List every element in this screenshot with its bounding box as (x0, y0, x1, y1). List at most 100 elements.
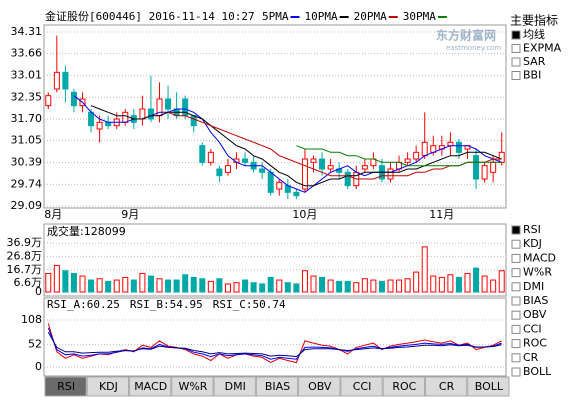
tab-label[interactable]: OBV (308, 380, 332, 393)
indicator-option[interactable]: RSI (523, 223, 541, 236)
rsi-panel (43, 297, 507, 377)
indicator-checkbox[interactable] (511, 239, 521, 249)
y-tick-label: 26.8万 (7, 249, 43, 262)
volume-bar (490, 279, 497, 293)
indicator-option[interactable]: ROC (523, 337, 547, 350)
candle-body (45, 95, 52, 107)
volume-bar (147, 275, 154, 293)
volume-bar (45, 272, 52, 293)
tab[interactable] (213, 376, 256, 397)
tab[interactable] (424, 376, 468, 397)
indicator-option[interactable]: CCI (523, 322, 542, 335)
tab[interactable] (382, 376, 425, 397)
y-tick-label: 6.6万 (14, 276, 43, 289)
candle-body (319, 158, 326, 170)
candle-body (404, 158, 411, 163)
tab-label[interactable]: BOLL (475, 380, 504, 393)
indicator-option[interactable]: BOLL (523, 365, 552, 378)
indicator-option[interactable]: 均线 (523, 27, 545, 41)
tab[interactable] (255, 376, 299, 397)
volume-bar (70, 272, 77, 293)
indicator-checkbox[interactable] (511, 282, 521, 292)
indicator-option[interactable]: EXPMA (523, 42, 562, 55)
volume-bar (199, 278, 206, 293)
indicator-option[interactable]: BBI (523, 69, 541, 82)
tab[interactable] (340, 376, 383, 397)
indicator-option[interactable]: MACD (523, 251, 556, 264)
indicator-checkbox[interactable] (511, 30, 521, 40)
indicator-checkbox[interactable] (511, 253, 521, 263)
indicator-option[interactable]: SAR (523, 55, 546, 68)
indicator-checkbox[interactable] (511, 310, 521, 320)
legend-label: RSI_B:54.95 (130, 298, 203, 311)
series-line (296, 145, 502, 167)
y-tick-label: 0 (35, 285, 42, 298)
indicator-checkbox[interactable] (511, 353, 521, 363)
volume-bar (105, 280, 112, 293)
indicator-option[interactable]: W%R (523, 266, 552, 279)
indicator-checkbox[interactable] (511, 268, 521, 278)
candle-body (276, 181, 283, 190)
tab-label[interactable]: DMI (225, 380, 246, 393)
tab-label[interactable]: W%R (178, 380, 207, 393)
candle-body (70, 91, 77, 107)
indicator-checkbox[interactable] (511, 324, 521, 334)
candle-body (199, 145, 206, 163)
candle-body (139, 108, 146, 120)
indicator-option[interactable]: DMI (523, 280, 544, 293)
candle-body (447, 141, 454, 147)
indicator-option[interactable]: KDJ (523, 237, 542, 250)
volume-bar (207, 280, 214, 293)
volume-bar (224, 283, 231, 293)
indicator-checkbox[interactable] (511, 44, 521, 53)
volume-bar (173, 279, 180, 293)
indicator-checkbox[interactable] (511, 296, 521, 306)
tab-label[interactable]: RSI (57, 380, 75, 393)
indicator-option[interactable]: BIAS (523, 294, 548, 307)
tab[interactable] (171, 376, 214, 397)
tab-label[interactable]: CR (439, 380, 455, 393)
indicator-checkbox[interactable] (511, 367, 521, 377)
candle-body (165, 98, 172, 110)
volume-bar (165, 279, 172, 293)
indicator-checkbox[interactable] (511, 71, 521, 80)
tab[interactable] (298, 376, 341, 397)
tab[interactable] (86, 376, 130, 397)
indicator-checkbox[interactable] (511, 225, 521, 235)
volume-bar (404, 278, 411, 293)
y-tick-label: 29.09 (11, 199, 43, 212)
y-tick-label: 36.9万 (7, 236, 43, 249)
volume-bar (53, 264, 60, 293)
volume-bar (370, 279, 377, 293)
tab[interactable] (44, 376, 87, 397)
x-tick-label: 8月 (44, 208, 62, 221)
tab[interactable] (467, 376, 510, 397)
volume-bar (293, 283, 300, 293)
indicator-checkbox[interactable] (511, 339, 521, 349)
volume-bar (96, 278, 103, 293)
price-panel (43, 24, 507, 209)
volume-bar (301, 270, 308, 293)
indicator-option[interactable]: OBV (523, 308, 547, 321)
candle-body (327, 165, 334, 170)
volume-bar (250, 282, 257, 293)
volume-panel (43, 223, 507, 297)
series-line (167, 111, 502, 180)
tab-label[interactable]: KDJ (99, 380, 118, 393)
indicator-option[interactable]: CR (523, 351, 539, 364)
indicator-checkbox[interactable] (511, 57, 521, 67)
y-tick-label: 108 (21, 313, 42, 326)
y-tick-label: 34.31 (11, 25, 43, 38)
x-tick-label: 9月 (121, 208, 139, 221)
tab-label[interactable]: ROC (392, 380, 416, 393)
volume-bar (498, 270, 505, 293)
tab-label[interactable]: MACD (134, 380, 167, 393)
tab-label[interactable]: BIAS (265, 380, 290, 393)
tab-label[interactable]: CCI (353, 380, 372, 393)
volume-bar (344, 280, 351, 293)
series-line (90, 105, 502, 187)
volume-bar (182, 274, 189, 293)
indicator-title: 主要指标 (510, 13, 558, 28)
series-line (73, 95, 502, 193)
tab[interactable] (129, 376, 172, 397)
